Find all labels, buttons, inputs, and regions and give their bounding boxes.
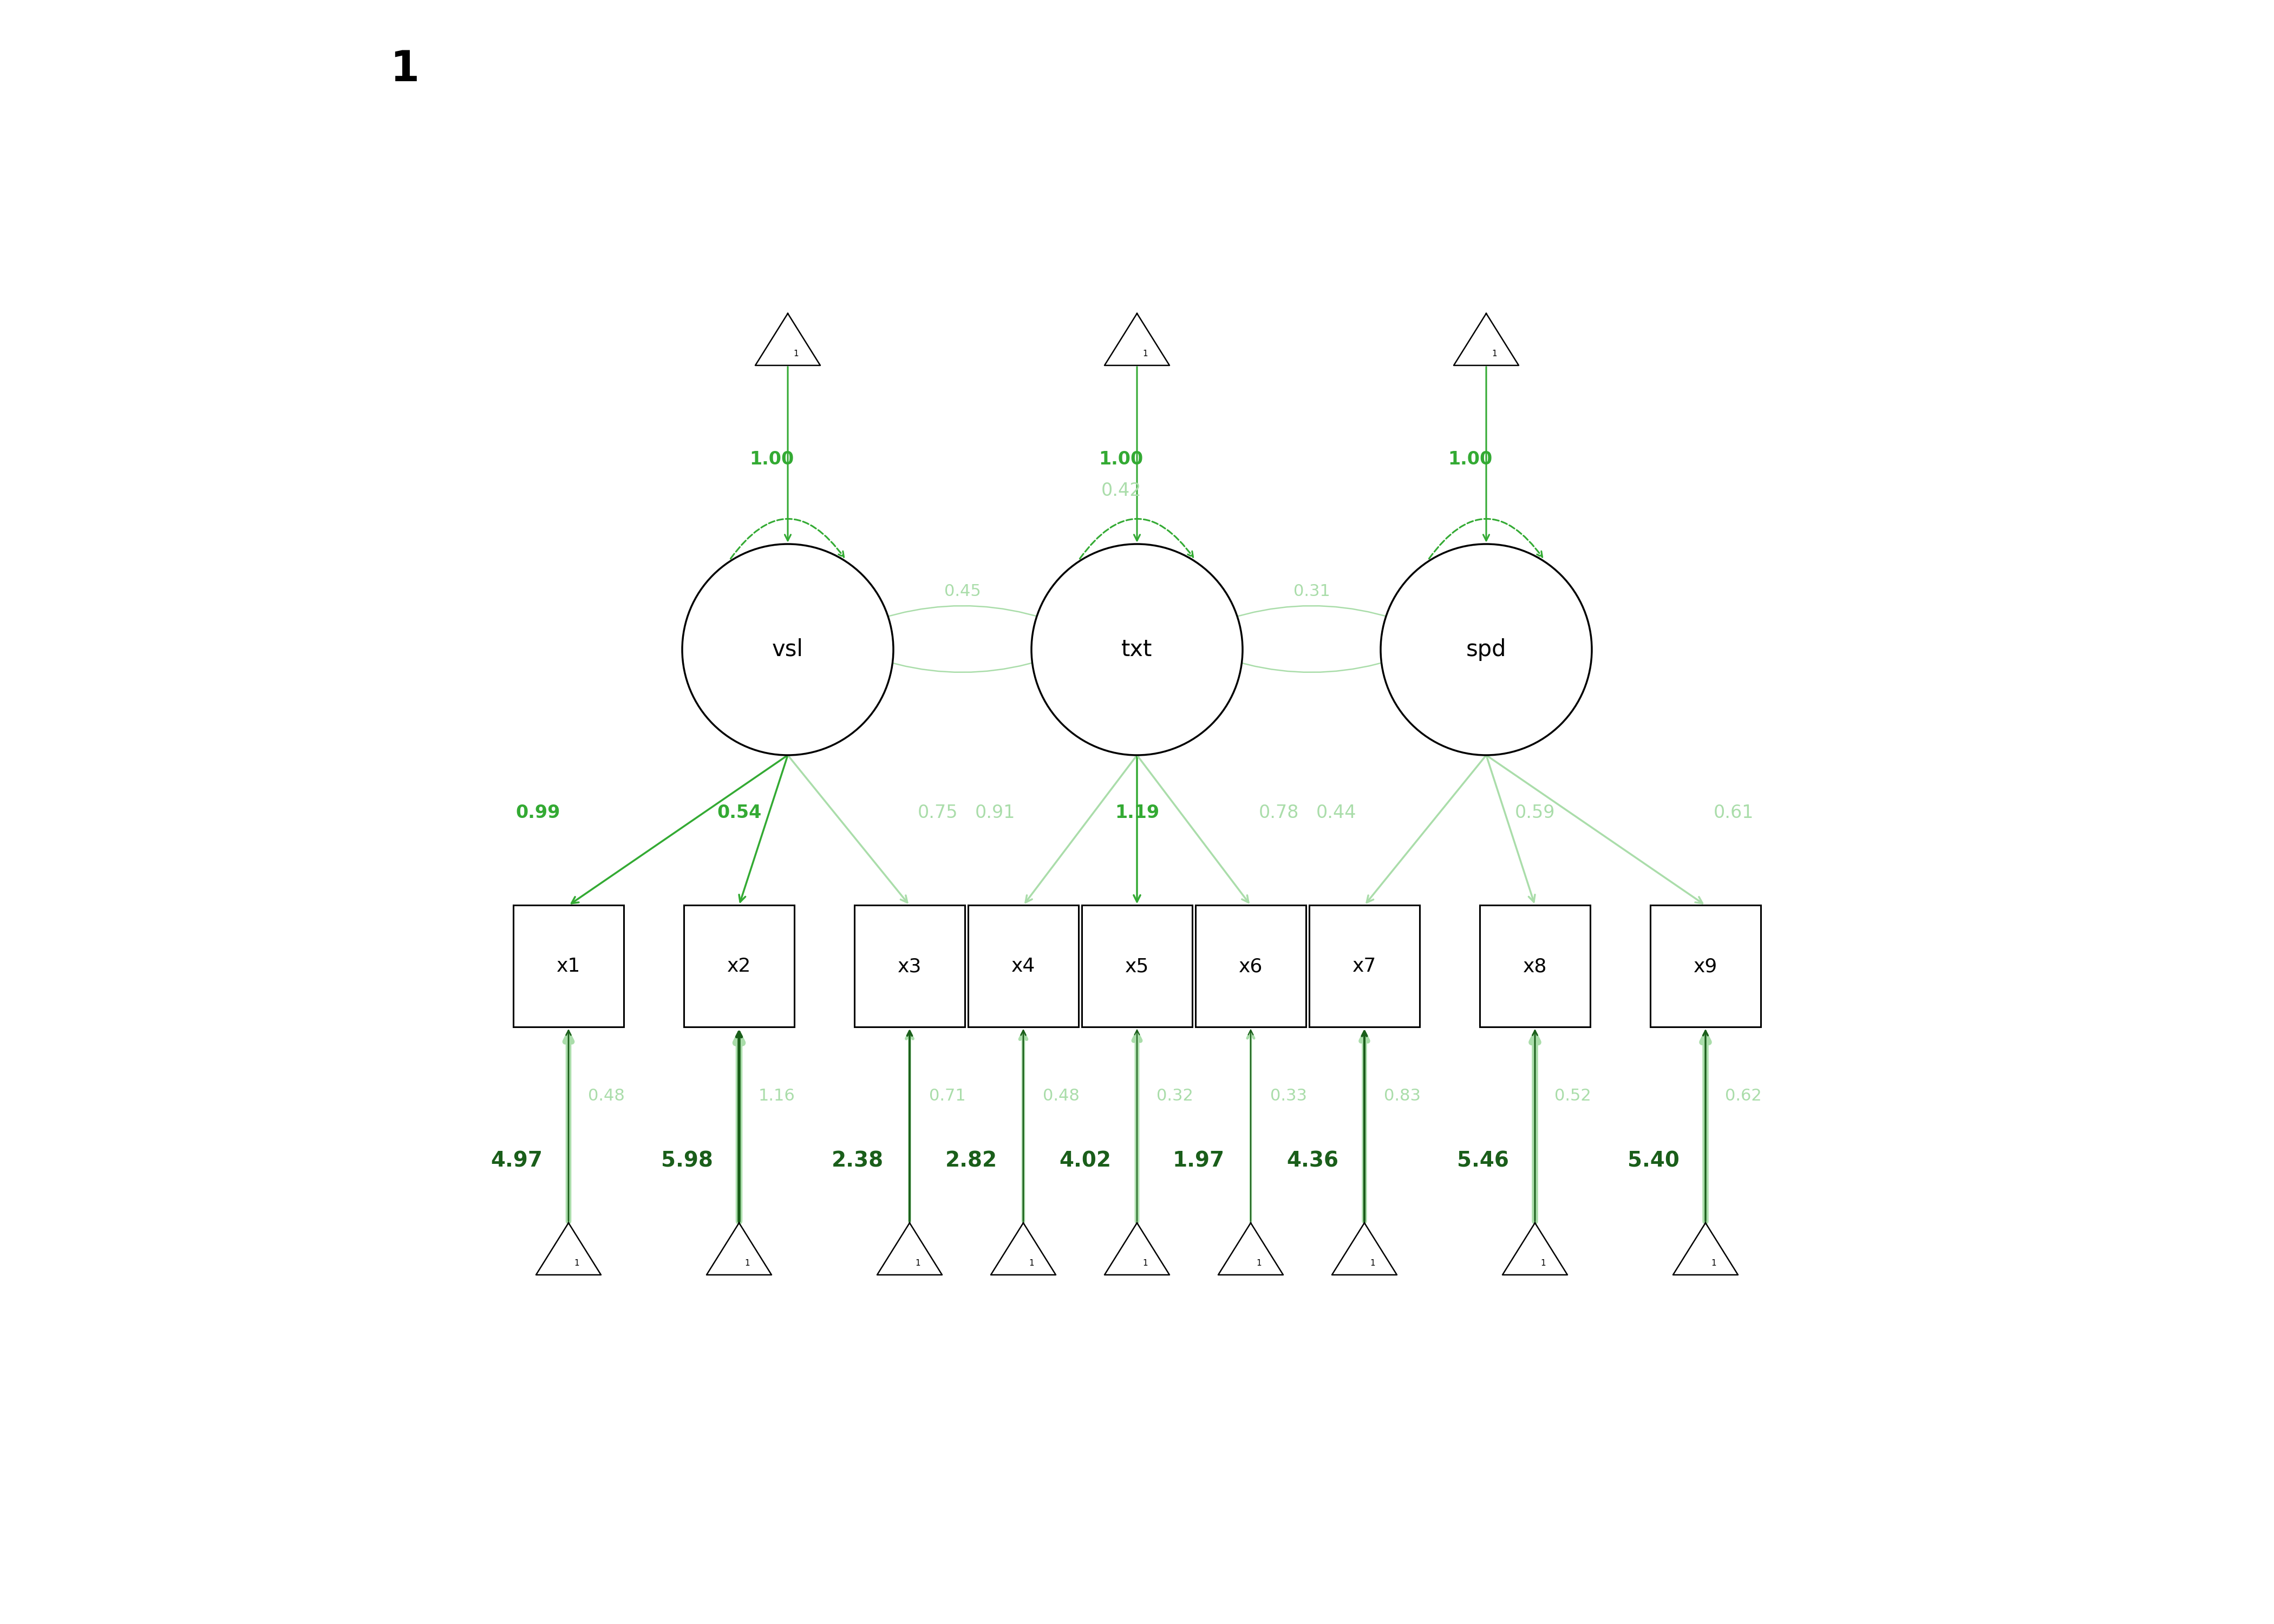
Text: 1: 1 [1142,349,1148,357]
Text: spd: spd [1467,638,1505,661]
Text: 0.45: 0.45 [944,583,980,599]
Text: 1: 1 [1369,1259,1376,1267]
Text: 1.97: 1.97 [1173,1150,1226,1171]
Text: 5.98: 5.98 [662,1150,714,1171]
Bar [855,905,964,1026]
Text: 1: 1 [573,1259,580,1267]
Text: 1.00: 1.00 [1098,450,1144,468]
Text: 0.83: 0.83 [1385,1088,1421,1104]
Text: x8: x8 [1524,957,1546,976]
Text: 0.42: 0.42 [1101,482,1142,500]
Text: 0.59: 0.59 [1514,804,1555,822]
Bar [1310,905,1419,1026]
Circle shape [1032,544,1242,755]
Text: x5: x5 [1126,957,1148,976]
Text: 1.19: 1.19 [1114,804,1160,822]
Text: 4.36: 4.36 [1287,1150,1339,1171]
Text: 1.00: 1.00 [750,450,794,468]
Text: 5.40: 5.40 [1628,1150,1680,1171]
Text: 0.31: 0.31 [1294,583,1330,599]
Text: 1: 1 [744,1259,750,1267]
Text: 1.16: 1.16 [760,1088,796,1104]
Text: 2.82: 2.82 [946,1150,998,1171]
Circle shape [1380,544,1592,755]
Text: 0.48: 0.48 [589,1088,625,1104]
Bar [684,905,794,1026]
Text: 1: 1 [914,1259,921,1267]
Text: 1: 1 [1142,1259,1148,1267]
Text: 0.32: 0.32 [1157,1088,1194,1104]
Text: 0.75: 0.75 [919,804,957,822]
Text: 1: 1 [1710,1259,1717,1267]
Text: 0.44: 0.44 [1317,804,1355,822]
Text: x6: x6 [1239,957,1262,976]
Text: 4.97: 4.97 [491,1150,543,1171]
Text: 0.78: 0.78 [1260,804,1298,822]
Text: x3: x3 [898,957,921,976]
Text: x7: x7 [1353,957,1376,976]
Text: 0.62: 0.62 [1726,1088,1762,1104]
Text: x2: x2 [728,957,750,976]
Text: 1: 1 [389,49,418,89]
Text: 1: 1 [1028,1259,1035,1267]
Text: 1: 1 [1255,1259,1262,1267]
Bar [1651,905,1760,1026]
Text: 1: 1 [794,349,798,357]
Text: 1.00: 1.00 [1449,450,1492,468]
Text: 0.33: 0.33 [1271,1088,1308,1104]
Text: 5.46: 5.46 [1458,1150,1510,1171]
Text: x4: x4 [1012,957,1035,976]
Text: 0.99: 0.99 [516,804,559,822]
Text: x1: x1 [557,957,580,976]
Bar [1082,905,1192,1026]
Text: x9: x9 [1694,957,1717,976]
Bar [514,905,623,1026]
Text: 0.48: 0.48 [1044,1088,1080,1104]
Text: 1: 1 [1539,1259,1546,1267]
Text: 4.02: 4.02 [1060,1150,1112,1171]
Text: 0.91: 0.91 [976,804,1014,822]
Bar [969,905,1078,1026]
Text: vsl: vsl [773,638,803,661]
Text: txt: txt [1121,638,1153,661]
Bar [1480,905,1590,1026]
Text: 2.38: 2.38 [832,1150,885,1171]
Text: 0.71: 0.71 [930,1088,966,1104]
Text: 0.61: 0.61 [1715,804,1753,822]
Text: 0.52: 0.52 [1555,1088,1592,1104]
Text: 1: 1 [1492,349,1496,357]
Bar [1196,905,1305,1026]
Circle shape [682,544,894,755]
Text: 0.54: 0.54 [716,804,762,822]
